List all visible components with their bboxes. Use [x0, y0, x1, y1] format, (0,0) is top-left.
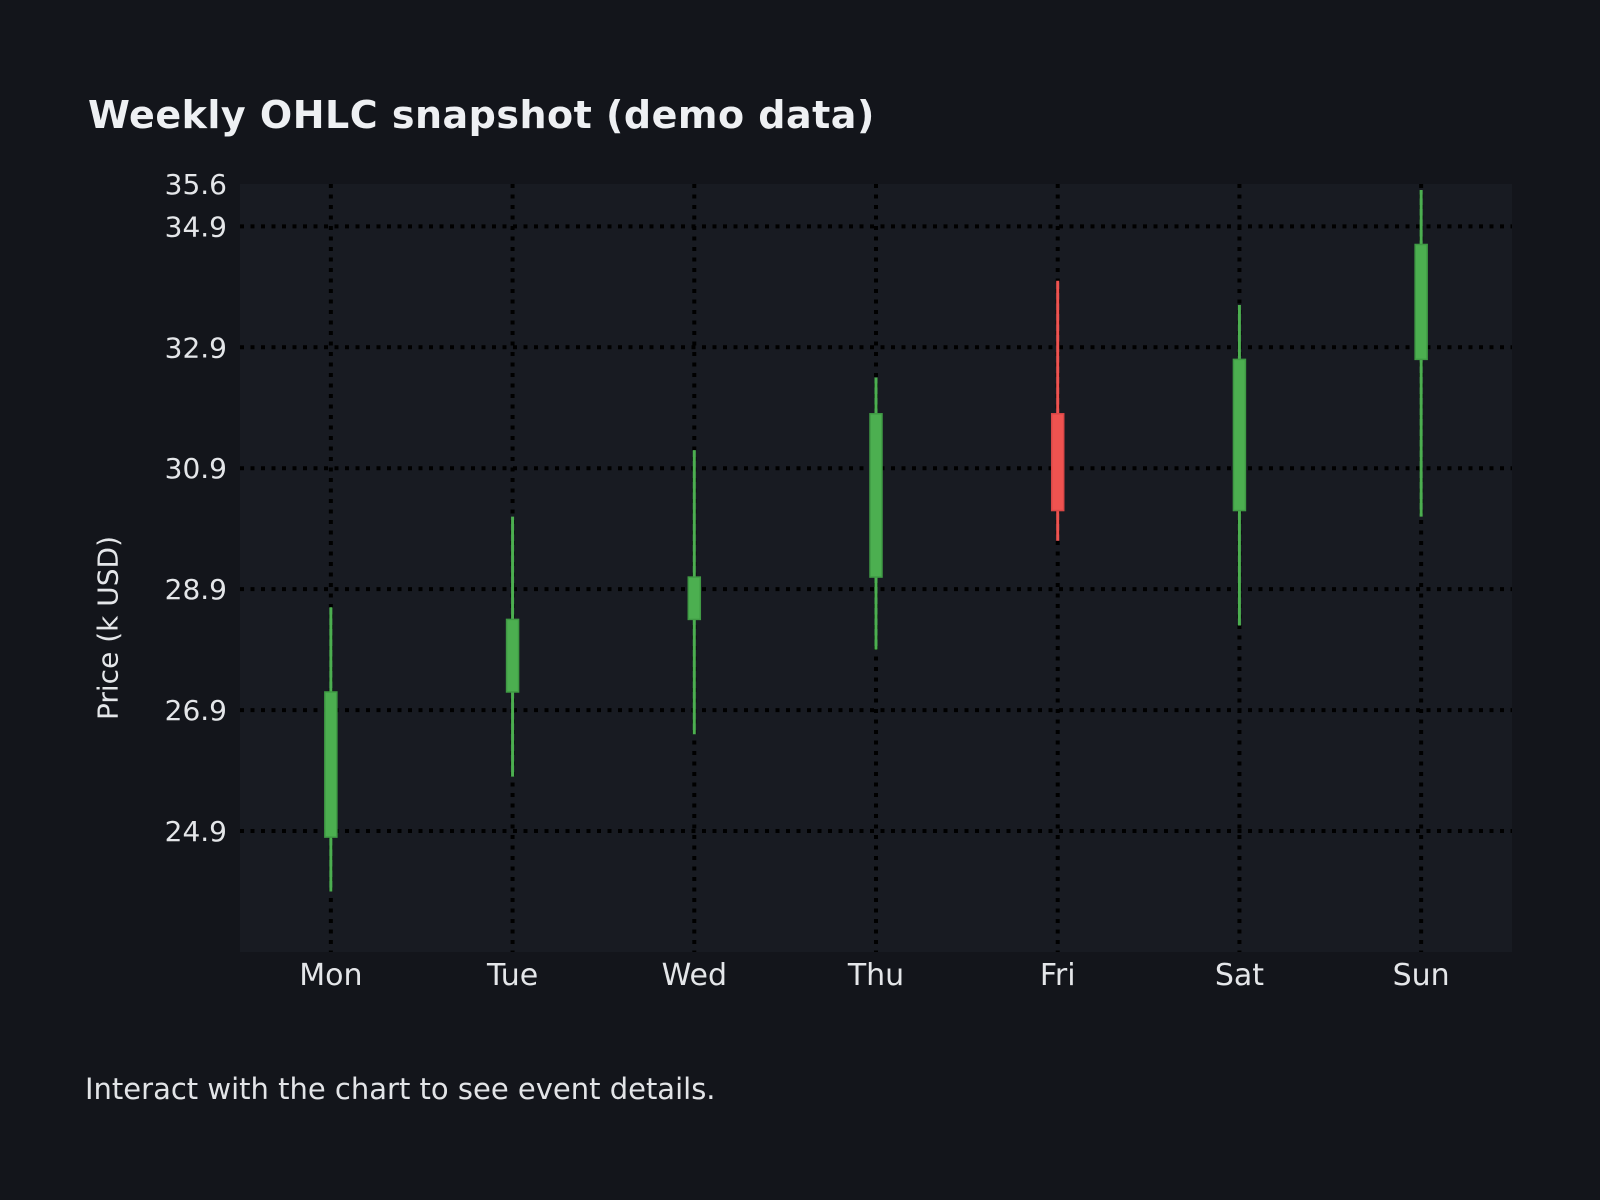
chart-title: Weekly OHLC snapshot (demo data): [88, 93, 875, 137]
candle-fri[interactable]: [1050, 280, 1065, 541]
y-tick-label: 24.9: [165, 815, 227, 848]
y-tick-label: 34.9: [165, 210, 227, 243]
candle-sun[interactable]: [1414, 190, 1428, 517]
x-tick-label: Sun: [1393, 958, 1450, 993]
candle-thu[interactable]: [869, 377, 883, 650]
x-tick-label: Wed: [662, 958, 727, 993]
y-tick-label: 26.9: [165, 694, 227, 727]
x-tick-label: Fri: [1040, 958, 1076, 993]
y-tick-label: 30.9: [165, 452, 227, 485]
candle-tue[interactable]: [505, 516, 520, 777]
candle-body: [324, 691, 338, 838]
y-tick-label: 32.9: [165, 331, 227, 364]
footer-note: Interact with the chart to see event det…: [85, 1072, 716, 1106]
candle-body: [1050, 413, 1065, 512]
y-tick-label: 35.6: [165, 168, 227, 201]
candle-body: [1414, 243, 1428, 361]
x-tick-label: Thu: [847, 958, 904, 993]
x-tick-label: Mon: [299, 958, 362, 993]
candle-mon[interactable]: [324, 607, 338, 892]
candle-body: [505, 618, 520, 693]
candle-body: [869, 413, 883, 578]
candle-wed[interactable]: [687, 450, 702, 735]
x-tick-label: Sat: [1215, 958, 1264, 993]
candle-sat[interactable]: [1232, 304, 1247, 626]
x-tick-label: Tue: [486, 958, 538, 993]
candle-body: [1232, 358, 1247, 512]
y-tick-label: 28.9: [165, 573, 227, 606]
candle-body: [687, 576, 702, 621]
